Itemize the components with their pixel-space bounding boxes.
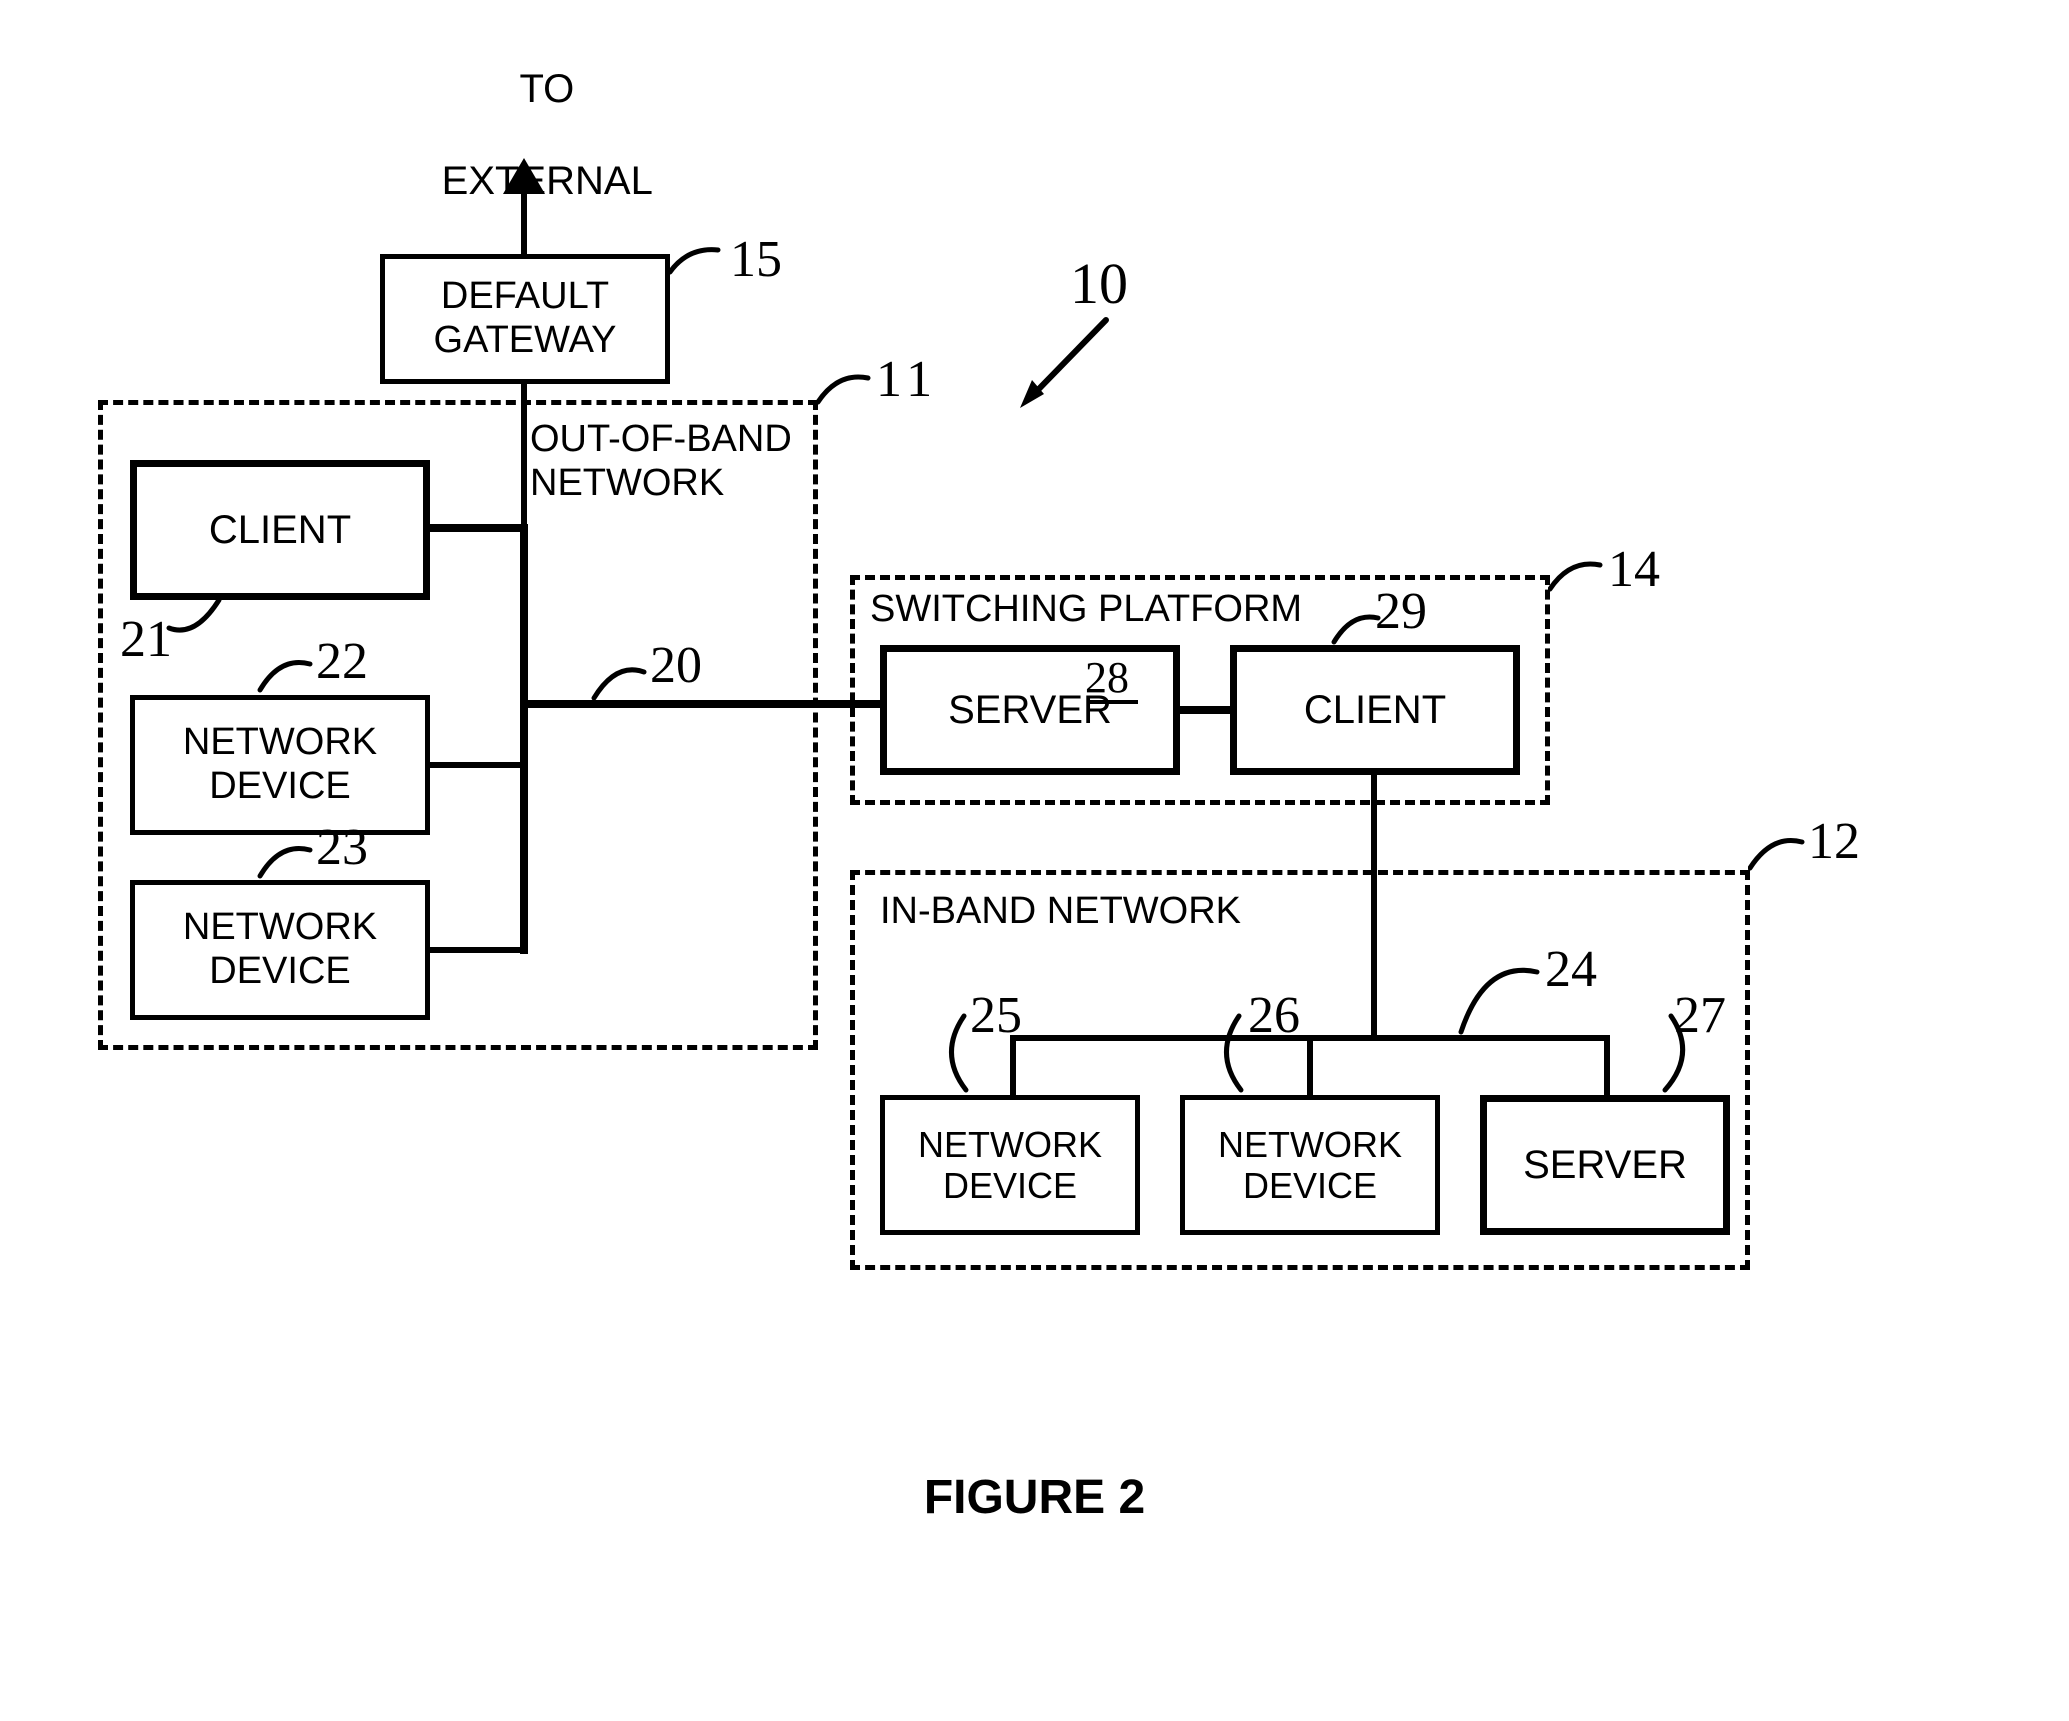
ref-29-tick [1330, 608, 1382, 648]
network-device-2-label: NETWORK DEVICE [183, 906, 377, 993]
client-sp-label: CLIENT [1304, 687, 1446, 733]
ref-15: 15 [730, 230, 782, 289]
network-device-4-box: NETWORK DEVICE [1180, 1095, 1440, 1235]
link-server-client-sp [1180, 706, 1230, 714]
ref-23: 23 [316, 818, 368, 877]
ref-11-tick [816, 368, 876, 412]
ref-14-tick [1548, 555, 1608, 599]
default-gateway-label: DEFAULT GATEWAY [434, 275, 617, 362]
ref-10: 10 [1070, 250, 1128, 317]
ref-25: 25 [970, 986, 1022, 1045]
client-oob-label: CLIENT [209, 507, 351, 553]
link-20 [520, 700, 880, 708]
network-device-1-box: NETWORK DEVICE [130, 695, 430, 835]
ref-26: 26 [1248, 986, 1300, 1045]
oob-bus-vertical [520, 524, 528, 954]
stub-ib-mid [1307, 1035, 1313, 1095]
diagram-canvas: TO EXTERNAL NETWORK DEFAULT GATEWAY 15 O… [0, 0, 2069, 1721]
ref-21-tick [165, 598, 225, 642]
client-sp-box: CLIENT [1230, 645, 1520, 775]
stub-netdev1 [430, 762, 524, 768]
ref-24: 24 [1545, 940, 1597, 999]
arrow-shaft-to-external [521, 186, 527, 254]
top-line2: EXTERNAL [442, 159, 653, 203]
ref-29: 29 [1375, 582, 1427, 641]
ref-22-tick [256, 652, 316, 696]
stub-ib-right [1604, 1035, 1610, 1095]
ref-22: 22 [316, 632, 368, 691]
ref-12: 12 [1808, 812, 1860, 871]
network-device-2-box: NETWORK DEVICE [130, 880, 430, 1020]
ref-10-arrow [1010, 310, 1120, 420]
switching-platform-title: SWITCHING PLATFORM [870, 588, 1302, 632]
ref-21: 21 [120, 610, 172, 669]
server-ib-label: SERVER [1523, 1142, 1687, 1188]
ref-14: 14 [1608, 540, 1660, 599]
figure-caption: FIGURE 2 [0, 1470, 2069, 1525]
ref-11: 11 [876, 350, 938, 409]
network-device-3-label: NETWORK DEVICE [918, 1124, 1102, 1207]
in-band-title: IN-BAND NETWORK [880, 890, 1241, 934]
out-of-band-title: OUT-OF-BAND NETWORK [530, 418, 792, 505]
ref-23-tick [256, 838, 316, 882]
network-device-4-label: NETWORK DEVICE [1218, 1124, 1402, 1207]
ref-27: 27 [1674, 986, 1726, 1045]
stub-client-oob [430, 524, 528, 532]
network-device-1-label: NETWORK DEVICE [183, 721, 377, 808]
ref-12-tick [1748, 830, 1808, 876]
default-gateway-box: DEFAULT GATEWAY [380, 254, 670, 384]
ref-28-underline [1088, 700, 1138, 704]
ref-15-tick [668, 242, 728, 282]
ref-24-tick [1455, 950, 1545, 1040]
network-device-3-box: NETWORK DEVICE [880, 1095, 1140, 1235]
client-oob-box: CLIENT [130, 460, 430, 600]
top-line1: TO [519, 67, 574, 111]
ref-20: 20 [650, 636, 702, 695]
ref-20-tick [590, 658, 650, 704]
stub-netdev2 [430, 947, 524, 953]
server-ib-box: SERVER [1480, 1095, 1730, 1235]
ref-28: 28 [1085, 652, 1129, 703]
arrow-head-to-external [503, 158, 545, 194]
server-sp-box: SERVER [880, 645, 1180, 775]
